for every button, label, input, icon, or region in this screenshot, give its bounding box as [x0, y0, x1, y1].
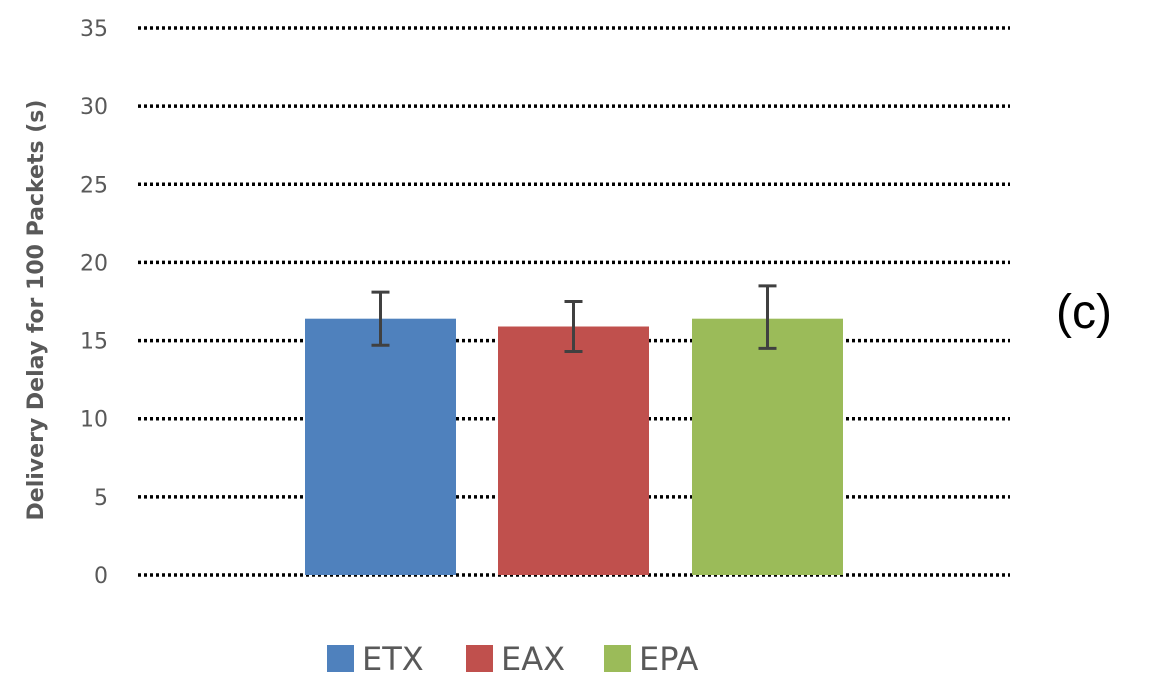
y-tick-label: 5 — [94, 486, 108, 511]
legend-label: EAX — [501, 640, 565, 678]
y-axis-label: Delivery Delay for 100 Packets (s) — [24, 100, 49, 521]
legend-item-eax: EAX — [466, 640, 565, 678]
bar-epa — [692, 318, 843, 575]
y-tick-label: 30 — [80, 95, 108, 120]
bar-eax — [498, 326, 649, 575]
error-bar-etx — [371, 290, 390, 347]
bar-etx — [305, 318, 456, 575]
legend-item-etx: ETX — [327, 640, 424, 678]
legend-swatch — [466, 645, 493, 672]
y-tick-label: 10 — [80, 408, 108, 433]
y-axis-ticks: 0 5 10 15 20 25 30 35 — [80, 17, 108, 589]
error-bar-eax — [564, 300, 583, 354]
gridlines — [138, 26, 1010, 577]
bars — [305, 318, 843, 575]
y-tick-label: 0 — [94, 564, 108, 589]
legend-swatch — [604, 645, 631, 672]
legend-label: EPA — [639, 640, 698, 678]
y-tick-label: 25 — [80, 173, 108, 198]
panel-label: (c) — [1056, 286, 1112, 339]
y-tick-label: 20 — [80, 251, 108, 276]
legend-item-epa: EPA — [604, 640, 698, 678]
legend-label: ETX — [362, 640, 424, 678]
legend-swatch — [327, 645, 354, 672]
error-bar-epa — [758, 284, 777, 350]
error-bars — [371, 284, 777, 354]
legend: ETX EAX EPA — [327, 640, 698, 678]
y-tick-label: 15 — [80, 330, 108, 355]
y-tick-label: 35 — [80, 17, 108, 42]
